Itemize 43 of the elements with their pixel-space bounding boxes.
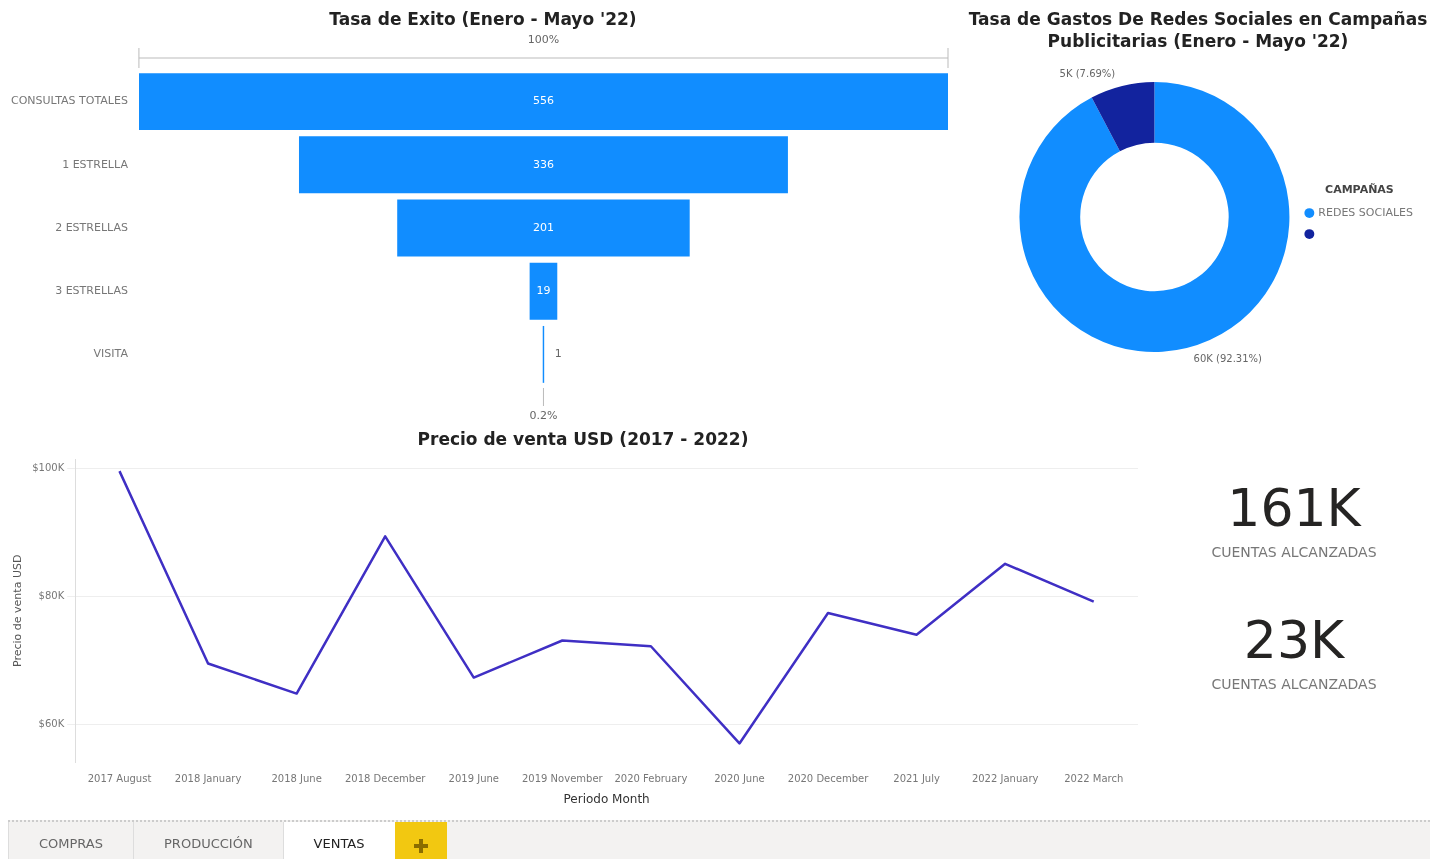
data-label: 556 [532, 94, 554, 108]
x-axis-title: Periodo Month [563, 791, 650, 806]
x-tick-label: 2019 November [521, 773, 604, 785]
y-tick-label: $100K [32, 462, 65, 474]
x-tick-label: 2021 July [893, 773, 940, 785]
category-label: VISITA [93, 347, 129, 361]
text: PRODUCCIÓN [163, 835, 254, 853]
x-tick-label: 2018 June [271, 773, 322, 785]
x-tick-label: 2022 March [1064, 773, 1124, 785]
category-label: 2 ESTRELLAS [55, 220, 128, 234]
text: 161K [1227, 478, 1361, 538]
chart-title: Tasa de Gastos De Redes Sociales en Campañas Publicitarias (Enero - Mayo '22) [967, 8, 1429, 52]
x-tick-label: 2020 February [614, 773, 688, 785]
text: CUENTAS ALCANZADAS [1210, 676, 1378, 692]
x-tick-label: 2022 January [971, 773, 1039, 785]
category-label: 3 ESTRELLAS [55, 284, 128, 298]
y-tick-label: $60K [38, 717, 65, 729]
category-label: 1 ESTRELLA [62, 157, 129, 171]
data-label: 19 [536, 284, 551, 298]
data-label: 336 [532, 157, 554, 171]
text: COMPRAS [38, 835, 105, 853]
x-tick-label: 2019 June [448, 773, 499, 785]
data-label: 1 [554, 347, 562, 361]
chart-title: Precio de venta USD (2017 - 2022) [416, 428, 750, 450]
data-label: 5K (7.69%) [1059, 67, 1116, 79]
data-label: 201 [532, 220, 554, 234]
text: 100% [527, 32, 560, 46]
text: CUENTAS ALCANZADAS [1210, 544, 1378, 560]
text: 0.2% [529, 408, 558, 422]
x-tick-label: 2020 June [714, 773, 765, 785]
category-label: CONSULTAS TOTALES [10, 94, 128, 108]
x-tick-label: 2018 January [174, 773, 242, 785]
x-tick-label: 2017 August [87, 773, 152, 785]
y-tick-label: $80K [38, 590, 65, 602]
y-axis-title: Precio de venta USD [11, 554, 25, 667]
text: 23K [1243, 610, 1345, 670]
text: VENTAS [312, 835, 366, 853]
x-tick-label: 2020 December [787, 773, 870, 785]
legend-title: CAMPAÑAS [1325, 182, 1394, 196]
text: Tasa de Exito (Enero - Mayo '22) [328, 8, 638, 30]
legend-label: REDES SOCIALES [1318, 205, 1414, 219]
x-tick-label: 2018 December [344, 773, 427, 785]
data-label: 60K (92.31%) [1193, 353, 1263, 365]
